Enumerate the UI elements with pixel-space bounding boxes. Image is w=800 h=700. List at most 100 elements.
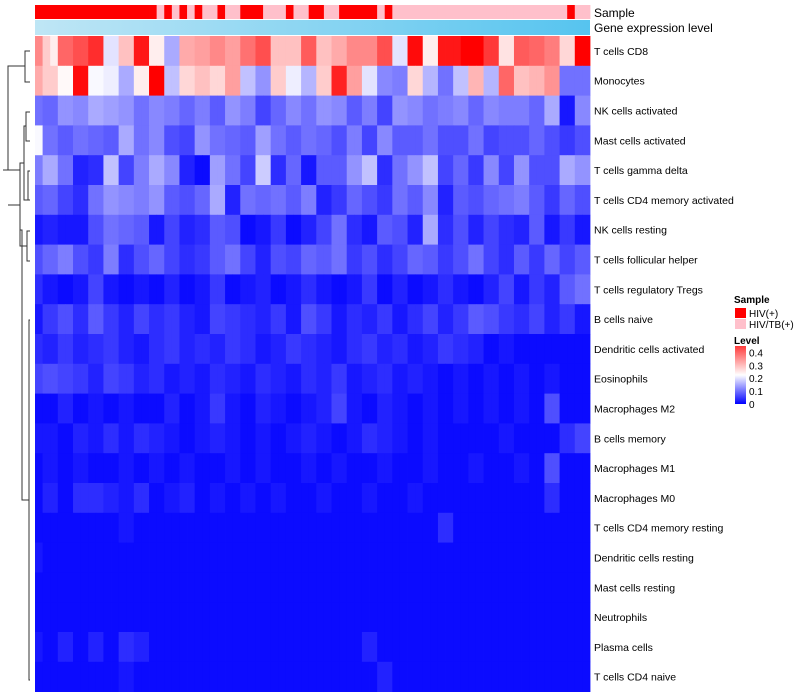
heatmap-cell xyxy=(445,632,454,663)
heatmap-cell xyxy=(232,602,241,633)
heatmap-cell xyxy=(384,572,393,603)
heatmap-cell xyxy=(536,661,545,692)
sample-annotation-cell xyxy=(240,5,249,19)
heatmap-cell xyxy=(187,125,196,156)
heatmap-cell xyxy=(209,95,218,126)
heatmap-cell xyxy=(551,185,560,216)
heatmap-cell xyxy=(536,363,545,394)
heatmap-cell xyxy=(559,661,568,692)
heatmap-cell xyxy=(437,393,446,424)
heatmap-cell xyxy=(491,542,500,573)
heatmap-cell xyxy=(80,65,89,96)
heatmap-cell xyxy=(513,661,522,692)
heatmap-cell xyxy=(35,512,44,543)
heatmap-cell xyxy=(35,453,44,484)
heatmap-cell xyxy=(209,244,218,275)
sample-annotation-cell xyxy=(247,5,256,19)
heatmap-cell xyxy=(437,65,446,96)
heatmap-cell xyxy=(57,36,66,67)
heatmap-cell xyxy=(498,393,507,424)
heatmap-cell xyxy=(529,393,538,424)
heatmap-cell xyxy=(369,572,378,603)
heatmap-cell xyxy=(111,661,120,692)
heatmap-cell xyxy=(118,334,127,365)
heatmap-cell xyxy=(415,632,424,663)
heatmap-cell xyxy=(453,334,462,365)
heatmap-cell xyxy=(460,95,469,126)
heatmap-cell xyxy=(513,65,522,96)
heatmap-cell xyxy=(57,274,66,305)
heatmap-cell xyxy=(513,274,522,305)
heatmap-cell xyxy=(521,542,530,573)
heatmap-cell xyxy=(551,95,560,126)
heatmap-cell xyxy=(529,512,538,543)
heatmap-cell xyxy=(73,155,82,186)
heatmap-cell xyxy=(430,393,439,424)
heatmap-cell xyxy=(339,304,348,335)
heatmap-cell xyxy=(582,244,591,275)
heatmap-cell xyxy=(361,274,370,305)
heatmap-cell xyxy=(399,155,408,186)
heatmap-cell xyxy=(346,214,355,245)
heatmap-cell xyxy=(118,483,127,514)
heatmap-cell xyxy=(582,125,591,156)
heatmap-cell xyxy=(582,602,591,633)
heatmap-cell xyxy=(430,95,439,126)
heatmap-cell xyxy=(225,214,234,245)
heatmap-cell xyxy=(437,483,446,514)
level-color-bar xyxy=(735,346,746,404)
heatmap-cell xyxy=(544,483,553,514)
heatmap-cell xyxy=(323,632,332,663)
heatmap-cell xyxy=(559,542,568,573)
heatmap-cell xyxy=(179,602,188,633)
heatmap-cell xyxy=(88,244,97,275)
heatmap-cell xyxy=(255,661,264,692)
heatmap-cell xyxy=(42,65,51,96)
heatmap-cell xyxy=(551,274,560,305)
heatmap-cell xyxy=(430,274,439,305)
sample-annotation-cell xyxy=(361,5,370,19)
heatmap-cell xyxy=(582,512,591,543)
heatmap-cell xyxy=(278,304,287,335)
heatmap-cell xyxy=(149,423,158,454)
sample-annotation-cell xyxy=(111,5,120,19)
heatmap-cell xyxy=(574,512,583,543)
heatmap-cell xyxy=(415,244,424,275)
heatmap-cell xyxy=(574,483,583,514)
heatmap-cell xyxy=(491,65,500,96)
heatmap-cell xyxy=(475,393,484,424)
heatmap-cell xyxy=(126,542,135,573)
heatmap-cell xyxy=(506,512,515,543)
heatmap-cell xyxy=(225,274,234,305)
heatmap-cell xyxy=(574,393,583,424)
heatmap-cell xyxy=(346,542,355,573)
heatmap-cell xyxy=(567,423,576,454)
heatmap-cell xyxy=(453,453,462,484)
heatmap-cell xyxy=(475,214,484,245)
heatmap-cell xyxy=(361,632,370,663)
heatmap-cell xyxy=(270,393,279,424)
heatmap-cell xyxy=(323,214,332,245)
legend-label-hiv-tb: HIV/TB(+) xyxy=(749,320,794,331)
heatmap-cell xyxy=(468,483,477,514)
heatmap-cell xyxy=(430,512,439,543)
heatmap-cell xyxy=(323,244,332,275)
heatmap-cell xyxy=(574,632,583,663)
heatmap-cell xyxy=(453,483,462,514)
heatmap-cell xyxy=(513,572,522,603)
heatmap-cell xyxy=(346,155,355,186)
heatmap-cell xyxy=(285,304,294,335)
heatmap-cell xyxy=(475,661,484,692)
heatmap-cell xyxy=(164,65,173,96)
heatmap-cell xyxy=(506,483,515,514)
heatmap-cell xyxy=(323,661,332,692)
heatmap-cell xyxy=(187,36,196,67)
heatmap-cell xyxy=(513,423,522,454)
heatmap-cell xyxy=(50,274,59,305)
heatmap-cell xyxy=(164,483,173,514)
heatmap-cell xyxy=(491,36,500,67)
sample-annotation-cell xyxy=(80,5,89,19)
heatmap-cell xyxy=(35,274,44,305)
heatmap-cell xyxy=(437,363,446,394)
heatmap-cell xyxy=(551,214,560,245)
